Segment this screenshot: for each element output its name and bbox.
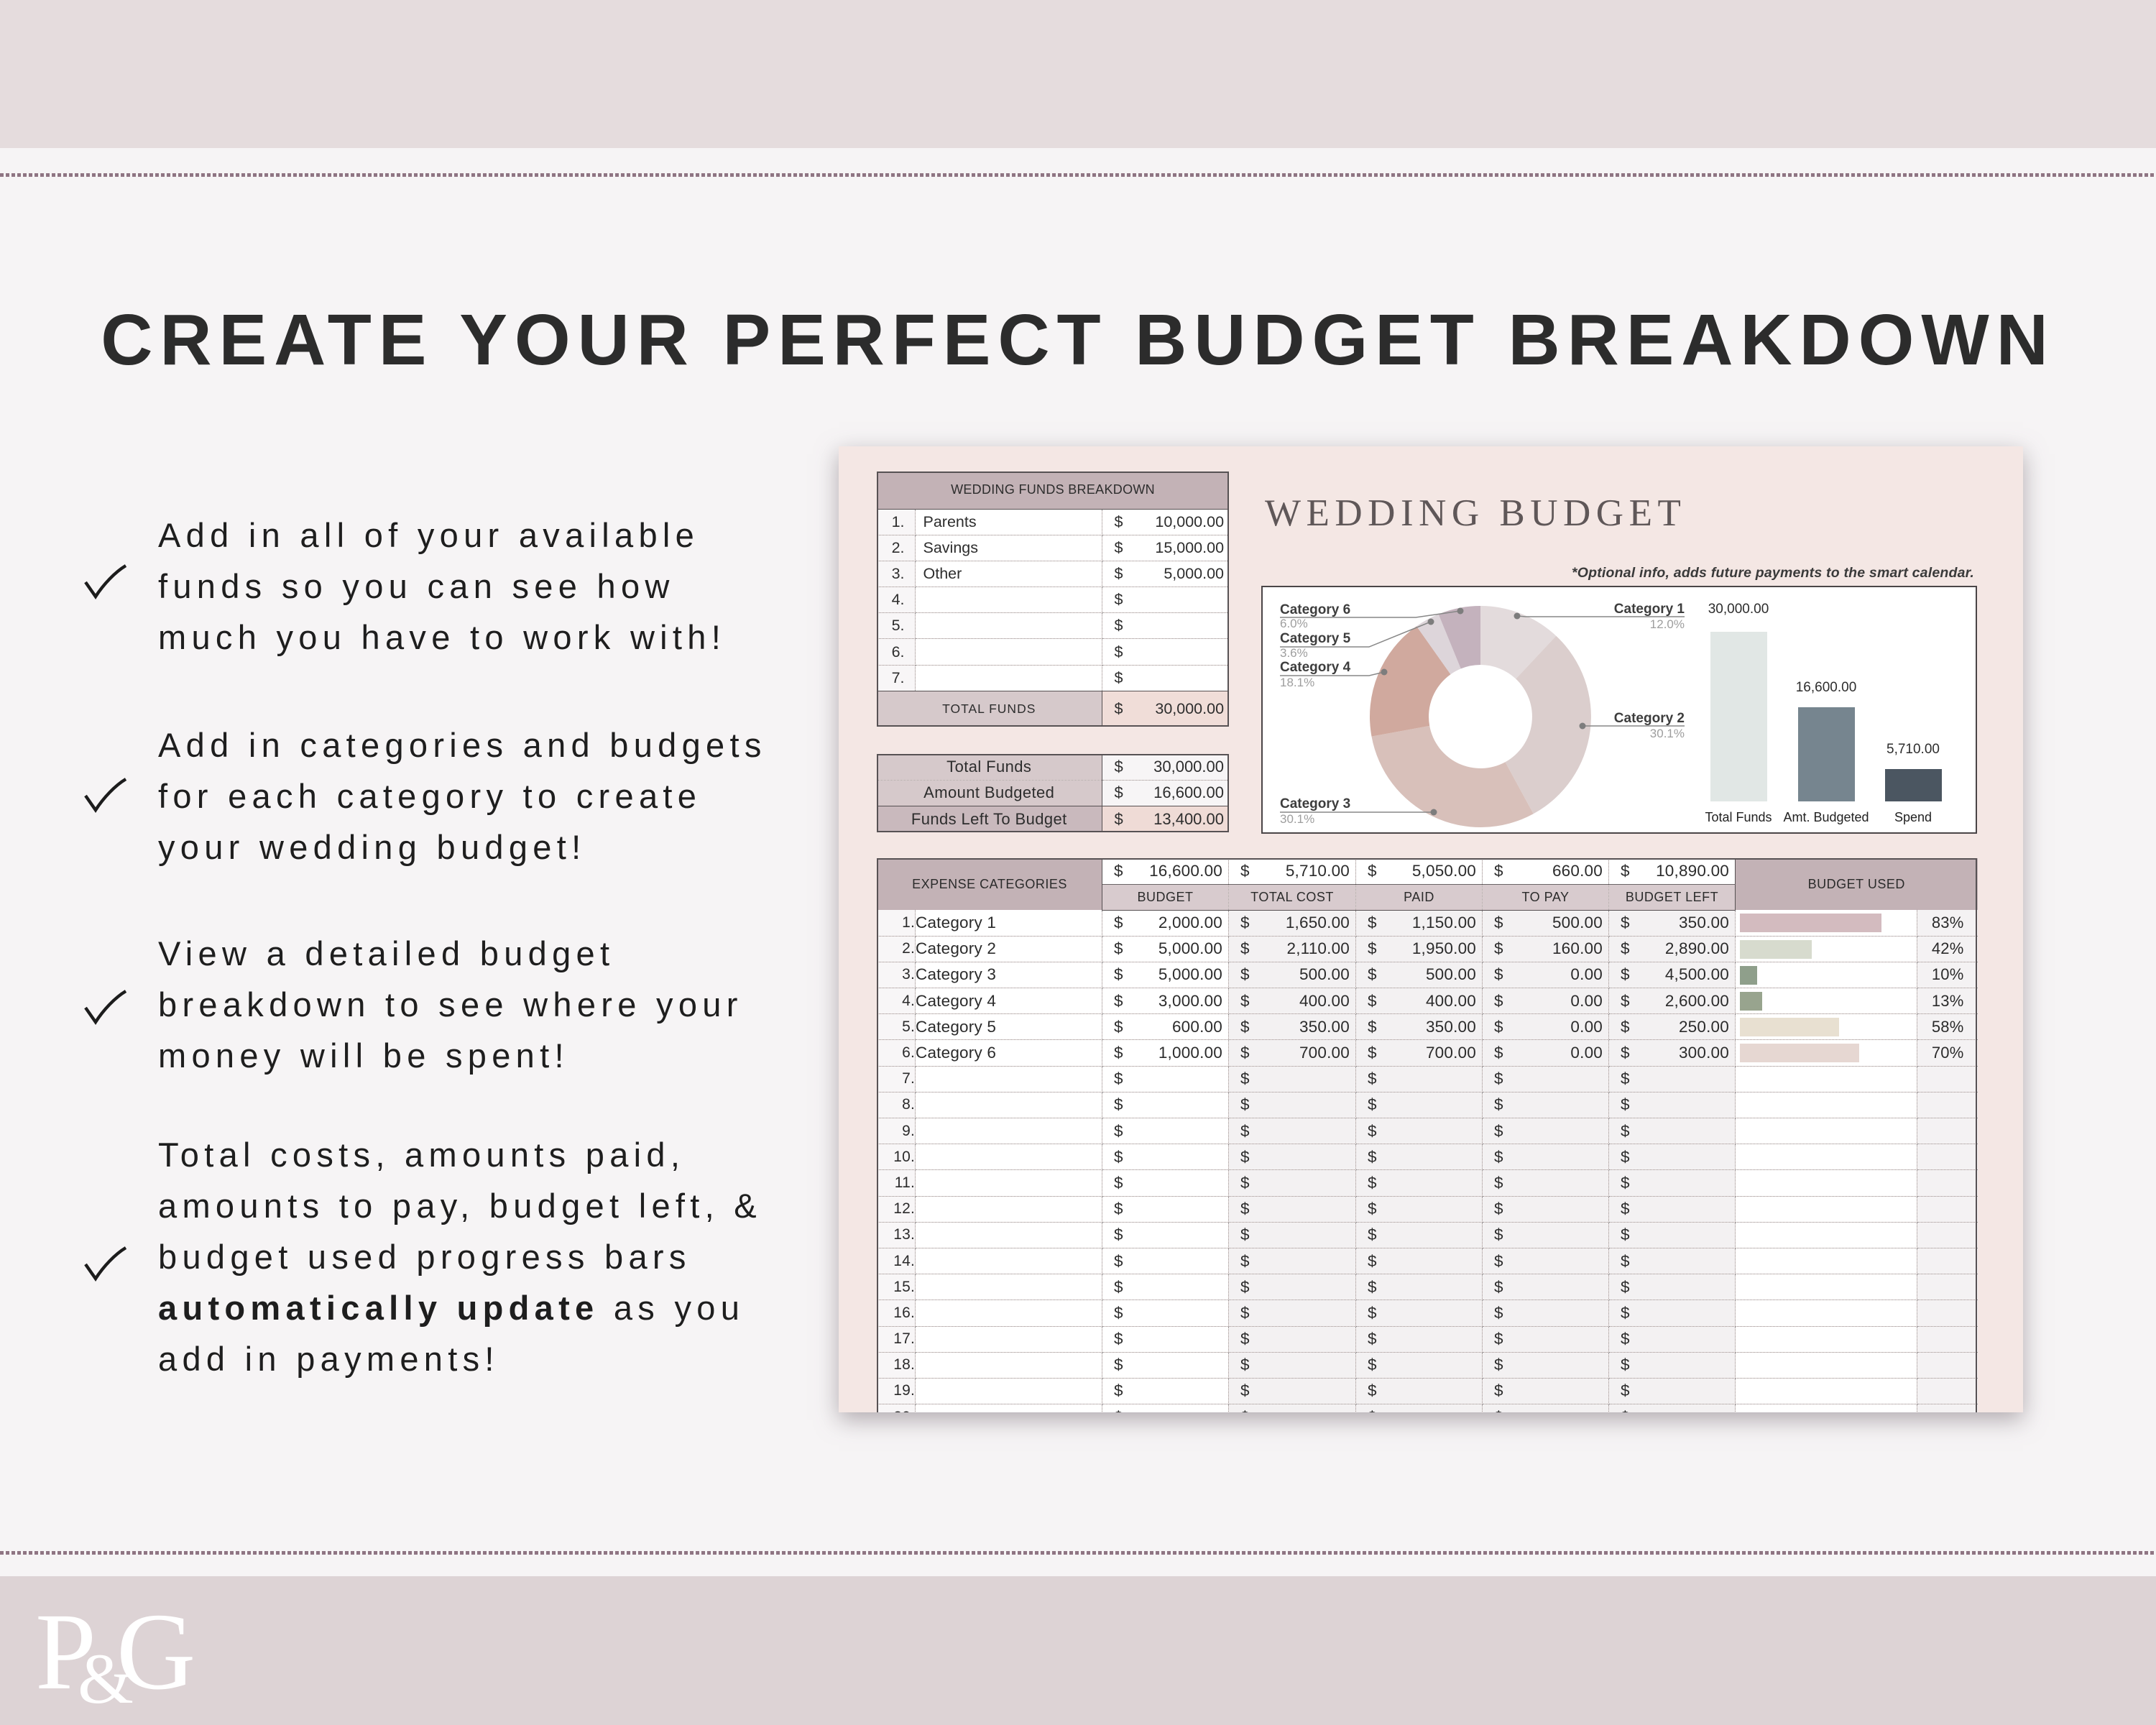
svg-text:12.0%: 12.0% xyxy=(1650,617,1685,631)
svg-text:Total Funds: Total Funds xyxy=(1705,810,1772,824)
svg-text:Amt. Budgeted: Amt. Budgeted xyxy=(1783,810,1869,824)
svg-text:6.0%: 6.0% xyxy=(1280,617,1308,630)
svg-text:3.6%: 3.6% xyxy=(1280,646,1308,660)
svg-text:Category 4: Category 4 xyxy=(1280,660,1351,675)
svg-text:30,000.00: 30,000.00 xyxy=(1708,602,1769,617)
svg-text:30.1%: 30.1% xyxy=(1280,812,1314,826)
svg-text:18.1%: 18.1% xyxy=(1280,676,1314,689)
svg-text:Category 3: Category 3 xyxy=(1280,796,1350,811)
svg-text:30.1%: 30.1% xyxy=(1650,727,1685,740)
svg-text:5,710.00: 5,710.00 xyxy=(1886,742,1940,757)
svg-text:Spend: Spend xyxy=(1894,810,1932,824)
svg-text:Category 5: Category 5 xyxy=(1280,631,1351,646)
svg-text:Category 6: Category 6 xyxy=(1280,602,1350,617)
svg-text:16,600.00: 16,600.00 xyxy=(1796,680,1857,695)
svg-text:Category 2: Category 2 xyxy=(1614,711,1685,726)
svg-text:Category 1: Category 1 xyxy=(1614,602,1685,617)
